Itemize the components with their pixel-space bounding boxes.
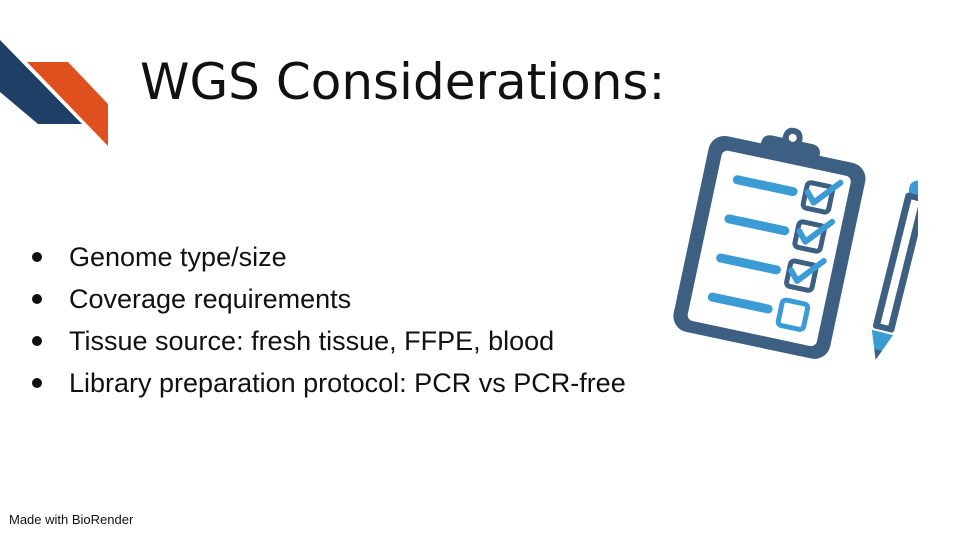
bullet-item-coverage: Coverage requirements (28, 278, 626, 320)
bullet-list: Genome type/size Coverage requirements T… (28, 236, 626, 404)
orange-stripe (27, 62, 108, 146)
bullet-dot-icon (32, 378, 42, 388)
bullet-text: Genome type/size (69, 241, 287, 272)
bullet-item-library: Library preparation protocol: PCR vs PCR… (28, 362, 626, 404)
clipboard-icon (673, 127, 866, 359)
bullet-item-tissue: Tissue source: fresh tissue, FFPE, blood (28, 320, 626, 362)
pencil-icon (871, 180, 918, 360)
bullet-text: Library preparation protocol: PCR vs PCR… (69, 367, 626, 398)
footer-credit: Made with BioRender (9, 512, 134, 527)
bullet-dot-icon (32, 252, 42, 262)
bullet-dot-icon (32, 294, 42, 304)
bullet-item-genome: Genome type/size (28, 236, 626, 278)
bullet-text: Coverage requirements (69, 283, 352, 314)
bullet-dot-icon (32, 336, 42, 346)
bullet-text: Tissue source: fresh tissue, FFPE, blood (69, 325, 555, 356)
clipboard-checklist-icon (673, 127, 918, 360)
corner-stripes-decoration (0, 40, 108, 146)
slide-title: WGS Considerations: (140, 53, 666, 111)
navy-stripe (0, 40, 82, 124)
